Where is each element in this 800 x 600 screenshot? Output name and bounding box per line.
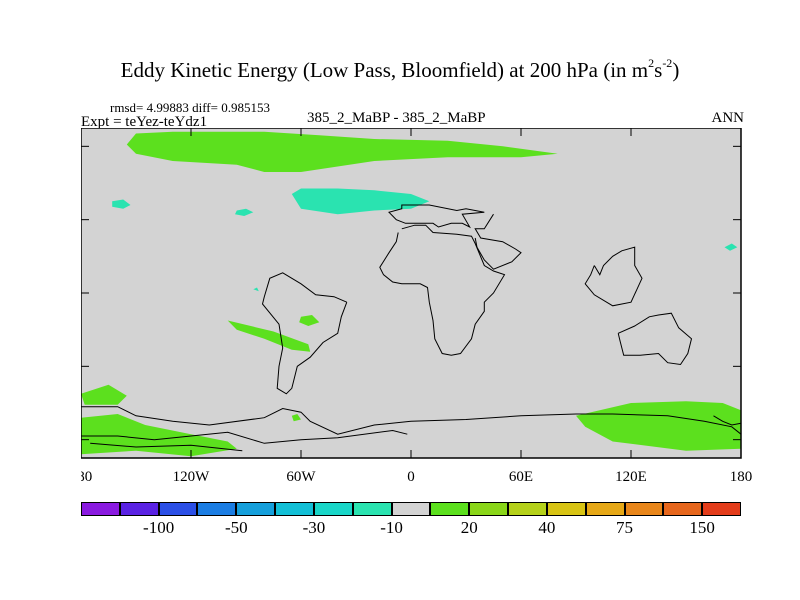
contour-region-11 — [576, 401, 741, 451]
x-tick-label: 180 — [730, 469, 753, 485]
x-tick-label: 60E — [509, 469, 533, 485]
coastline-7 — [81, 429, 408, 444]
x-tick-label: 180 — [81, 469, 92, 485]
coastline-8 — [90, 442, 243, 452]
colorbar-box — [585, 502, 625, 516]
contour-region-7 — [227, 320, 311, 352]
colorbar-box — [663, 502, 703, 516]
colorbar-box — [81, 502, 120, 516]
x-tick-label: 120E — [615, 469, 647, 485]
map-plot: 80N40N040S80S 180 120W 60W 0 60E 120E 180 — [81, 128, 752, 485]
colorbar-box — [236, 502, 276, 516]
coastline-2 — [474, 213, 522, 270]
coastline-3 — [261, 272, 348, 395]
contour-region-10 — [291, 414, 301, 422]
colorbar-label: -100 — [143, 518, 175, 537]
case-label: 385_2_MaBP - 385_2_MaBP — [307, 110, 486, 126]
contour-region-2 — [112, 199, 131, 209]
colorbar-box — [313, 502, 353, 516]
x-tick-label: 60W — [286, 469, 316, 485]
colorbar-label: 75 — [616, 518, 634, 537]
colorbar-box — [391, 502, 431, 516]
colorbar-box — [702, 502, 741, 516]
colorbar-box — [197, 502, 237, 516]
colorbar-label: 20 — [460, 518, 478, 537]
coastline-9 — [713, 415, 742, 426]
colorbar-box — [546, 502, 586, 516]
colorbar-label: -50 — [224, 518, 248, 537]
colorbar-label: -30 — [302, 518, 326, 537]
contour-region-4 — [724, 243, 738, 251]
coastlines — [81, 204, 742, 452]
contour-region-0 — [126, 131, 558, 172]
colorbar-box — [352, 502, 392, 516]
colorbar-box — [469, 502, 509, 516]
contour-regions — [81, 131, 741, 457]
contour-region-1 — [291, 188, 430, 215]
colorbar-box — [508, 502, 547, 516]
colorbar-label: 150 — [689, 518, 715, 537]
chart-title: Eddy Kinetic Energy (Low Pass, Bloomfiel… — [120, 56, 680, 82]
colorbar-label: 40 — [538, 518, 556, 537]
coastline-5 — [584, 246, 643, 307]
colorbar-box — [158, 502, 198, 516]
stats-label: rmsd= 4.99883 diff= 0.985153 — [110, 100, 270, 115]
colorbar-label: -10 — [380, 518, 403, 537]
x-tick-label: 120W — [173, 469, 211, 485]
x-tick-label: 0 — [407, 469, 415, 485]
contour-region-6 — [299, 315, 320, 326]
colorbar-box — [430, 502, 470, 516]
colorbar-box — [275, 502, 314, 516]
colorbar — [81, 502, 741, 516]
coastline-4 — [617, 312, 693, 366]
contour-region-3 — [235, 208, 254, 216]
coastline-6 — [81, 406, 742, 435]
colorbar-box — [624, 502, 664, 516]
coastline-0 — [388, 204, 485, 229]
contour-region-8 — [81, 384, 127, 405]
x-axis: 180 120W 60W 0 60E 120E 180 — [81, 128, 752, 485]
coastline-1 — [379, 224, 506, 356]
contour-region-5 — [253, 287, 259, 292]
y-axis: 80N40N040S80S — [81, 145, 741, 441]
season-label: ANN — [711, 110, 745, 126]
experiment-label: Expt = teYez-teYdz1 — [81, 114, 208, 130]
colorbar-box — [119, 502, 159, 516]
